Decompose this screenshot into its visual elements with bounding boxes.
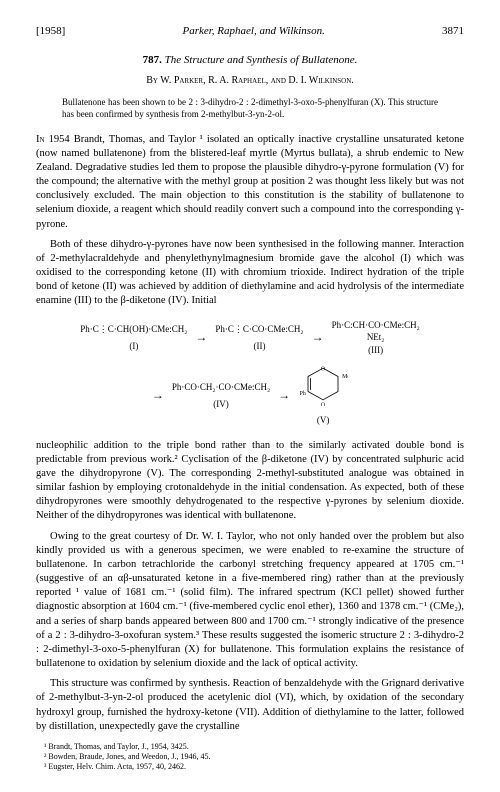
article-number: 787. — [143, 54, 162, 66]
footnote-1: ¹ Brandt, Thomas, and Taylor, J., 1954, … — [36, 742, 464, 752]
byline: By W. Parker, R. A. Raphael, and D. I. W… — [36, 74, 464, 88]
compound-1-formula: Ph·C⋮C·CH(OH)·CMe:CH₂ — [80, 321, 187, 337]
footnote-3: ³ Eugster, Helv. Chim. Acta, 1957, 40, 2… — [36, 762, 464, 772]
paragraph-2: Both of these dihydro-γ-pyrones have now… — [36, 238, 464, 309]
compound-5-label: (V) — [298, 412, 348, 428]
header-authors: Parker, Raphael, and Wilkinson. — [182, 24, 324, 39]
reaction-scheme: Ph·C⋮C·CH(OH)·CMe:CH₂ (I) → Ph·C⋮C·CO·CM… — [36, 317, 464, 429]
arrow-icon: → — [278, 385, 290, 407]
compound-2-formula: Ph·C⋮C·CO·CMe:CH₂ — [215, 321, 303, 337]
paragraph-1: In 1954 Brandt, Thomas, and Taylor ¹ iso… — [36, 133, 464, 232]
page-container: [1958] Parker, Raphael, and Wilkinson. 3… — [0, 0, 500, 792]
pyrone-o-bottom: O — [321, 403, 325, 407]
article-title-text: The Structure and Synthesis of Bullateno… — [165, 54, 358, 66]
header-year: [1958] — [36, 24, 65, 39]
article-title: 787. The Structure and Synthesis of Bull… — [36, 53, 464, 68]
compound-1-label: (I) — [80, 338, 187, 354]
pyrone-ph: Ph — [300, 391, 306, 397]
para1-lead: In — [36, 134, 45, 145]
pyrone-structure-icon: O Me O Ph — [298, 362, 348, 406]
header-page-number: 3871 — [442, 24, 464, 39]
para1-body: 1954 Brandt, Thomas, and Taylor ¹ isolat… — [36, 134, 464, 230]
paragraph-5: This structure was confirmed by synthesi… — [36, 677, 464, 734]
compound-3-label: (III) — [332, 342, 420, 358]
arrow-icon: → — [312, 327, 324, 349]
pyrone-me: Me — [342, 374, 348, 380]
paragraph-3: nucleophilic addition to the triple bond… — [36, 439, 464, 524]
compound-2: Ph·C⋮C·CO·CMe:CH₂ (II) — [215, 321, 303, 354]
compound-1: Ph·C⋮C·CH(OH)·CMe:CH₂ (I) — [80, 321, 187, 354]
compound-2-label: (II) — [215, 338, 303, 354]
footnotes: ¹ Brandt, Thomas, and Taylor, J., 1954, … — [36, 742, 464, 772]
page-header: [1958] Parker, Raphael, and Wilkinson. 3… — [36, 24, 464, 39]
compound-4-formula: Ph·CO·CH₂·CO·CMe:CH₂ — [172, 379, 270, 395]
footnote-2: ² Bowden, Braude, Jones, and Weedon, J.,… — [36, 752, 464, 762]
arrow-icon: → — [195, 327, 207, 349]
scheme-row-1: Ph·C⋮C·CH(OH)·CMe:CH₂ (I) → Ph·C⋮C·CO·CM… — [36, 317, 464, 359]
compound-4: Ph·CO·CH₂·CO·CMe:CH₂ (IV) — [172, 379, 270, 412]
paragraph-4: Owing to the great courtesy of Dr. W. I.… — [36, 530, 464, 672]
scheme-row-2: → Ph·CO·CH₂·CO·CMe:CH₂ (IV) → O Me O Ph … — [36, 362, 464, 428]
abstract: Bullatenone has been shown to be 2 : 3-d… — [62, 97, 438, 120]
compound-4-label: (IV) — [172, 396, 270, 412]
compound-3: Ph·C:CH·CO·CMe:CH₂ NEt₂ (III) — [332, 317, 420, 359]
arrow-icon: → — [152, 385, 164, 407]
pyrone-o-top: O — [321, 367, 325, 373]
compound-5: O Me O Ph (V) — [298, 362, 348, 428]
